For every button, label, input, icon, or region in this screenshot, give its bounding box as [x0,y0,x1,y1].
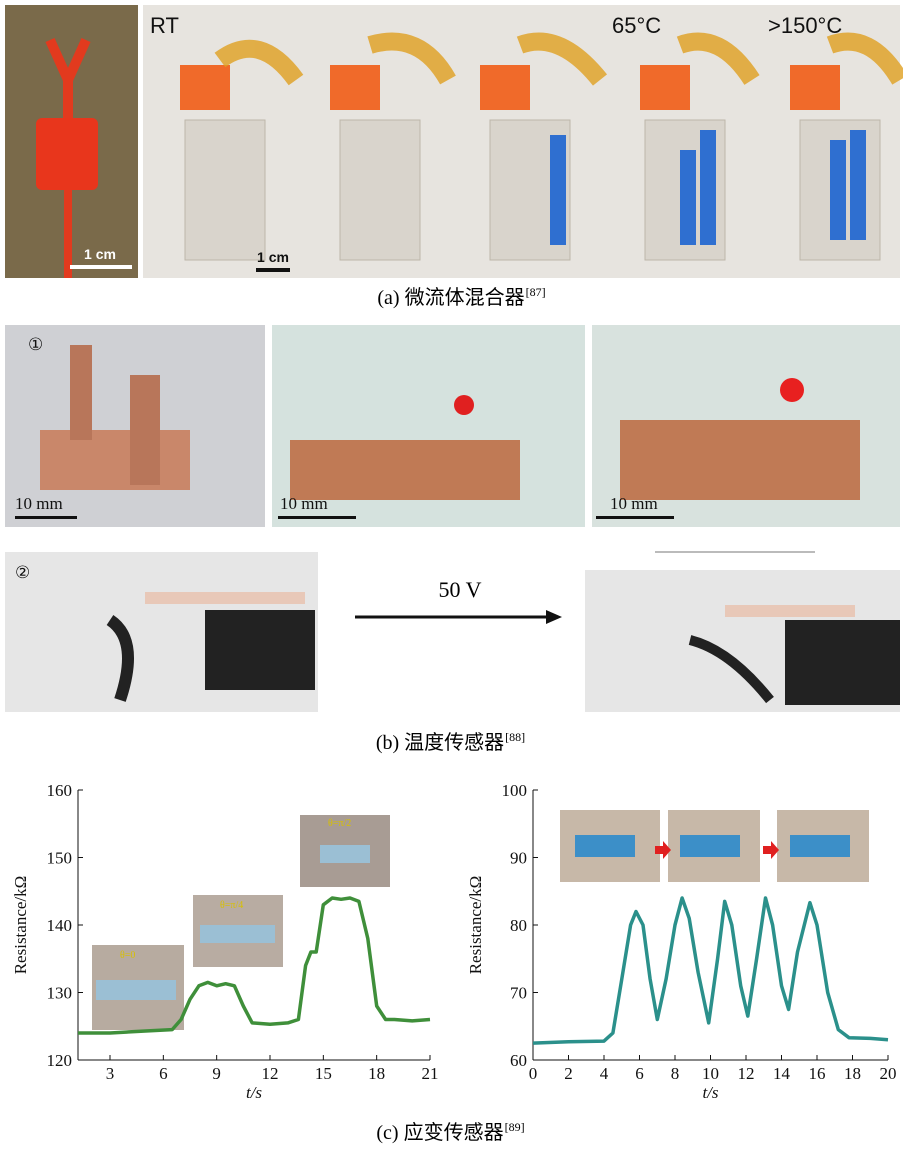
caption: (c) 应变传感器 [376,1121,503,1144]
x-tick-label: 4 [600,1064,609,1083]
x-tick-label: 6 [159,1064,168,1083]
y-tick-label: 100 [502,781,528,800]
y-tick-label: 90 [510,849,527,868]
y-tick-label: 70 [510,984,527,1003]
x-tick-label: 12 [738,1064,755,1083]
x-tick-label: 0 [529,1064,538,1083]
x-axis-label: t/s [246,1083,262,1102]
arrow [355,610,562,624]
photo-label: >150°C [768,13,842,38]
y-tick-label: 140 [47,916,73,935]
arrow-label: 50 V [439,577,482,602]
y-tick-label: 120 [47,1051,73,1070]
photo-row-b1 [5,325,900,527]
x-tick-label: 18 [368,1064,385,1083]
x-tick-label: 16 [809,1064,826,1083]
inset-label: θ=π/4 [220,900,243,911]
caption: (b) 温度传感器 [376,731,504,754]
x-tick-label: 18 [844,1064,861,1083]
scale-bar-label: 10 mm [280,494,328,513]
scale-bar-label: 1 cm [257,249,289,265]
inset-label: θ=π/2 [328,818,351,829]
scale-bar-label: 10 mm [610,494,658,513]
photo-row-b2 [5,552,900,712]
y-tick-label: 160 [47,781,73,800]
scale-bar-label: 1 cm [84,246,116,262]
photo-label: 65°C [612,13,661,38]
y-tick-label: 80 [510,916,527,935]
x-tick-label: 9 [212,1064,221,1083]
data-line [533,898,888,1043]
x-tick-label: 3 [106,1064,115,1083]
caption-ref: [87] [526,285,546,299]
panel-marker: ① [28,335,43,354]
photo-strip-a [5,5,900,278]
x-tick-label: 8 [671,1064,680,1083]
figure: RT 65°C >150°C 1 cm 1 cm (a) 微流体混合器 [87]… [0,0,903,1152]
x-axis-label: t/s [702,1083,718,1102]
x-tick-label: 12 [262,1064,279,1083]
x-tick-label: 21 [422,1064,439,1083]
y-axis-label: Resistance/kΩ [466,876,485,975]
x-tick-label: 10 [702,1064,719,1083]
y-tick-label: 60 [510,1051,527,1070]
x-tick-label: 15 [315,1064,332,1083]
y-axis-label: Resistance/kΩ [11,876,30,975]
caption-ref: [88] [505,730,525,744]
inset-label: θ=0 [120,950,135,961]
x-tick-label: 20 [880,1064,897,1083]
y-tick-label: 130 [47,984,73,1003]
x-tick-label: 2 [564,1064,573,1083]
x-tick-label: 14 [773,1064,791,1083]
photo-label: RT [150,13,179,38]
scale-bar-label: 10 mm [15,494,63,513]
y-tick-label: 150 [47,849,73,868]
caption-ref: [89] [505,1120,525,1134]
caption: (a) 微流体混合器 [377,286,524,309]
panel-marker: ② [15,563,30,582]
x-tick-label: 6 [635,1064,644,1083]
